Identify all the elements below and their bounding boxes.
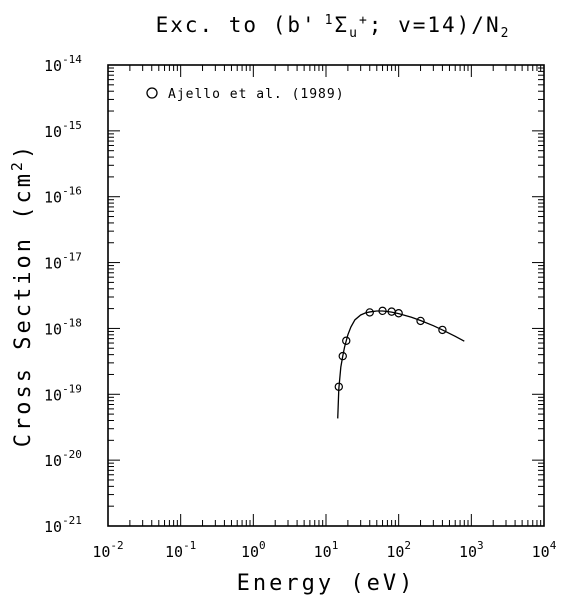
x-tick-label-base: 10 xyxy=(241,543,259,561)
y-tick-label-base: 10 xyxy=(44,189,62,207)
x-tick-label-exponent: 1 xyxy=(332,539,339,552)
x-tick-label-base: 10 xyxy=(386,543,404,561)
y-tick-label-exponent: -21 xyxy=(62,514,82,527)
y-tick-label: 10-17 xyxy=(44,251,82,273)
legend-label: Ajello et al. (1989) xyxy=(168,87,345,102)
x-tick-label-exponent: -1 xyxy=(183,539,196,552)
x-tick-label-base: 10 xyxy=(165,543,183,561)
x-tick-label-exponent: 4 xyxy=(550,539,557,552)
y-tick-label: 10-21 xyxy=(44,514,82,536)
x-tick-label: 104 xyxy=(532,539,557,561)
y-tick-label-base: 10 xyxy=(44,386,62,404)
x-tick-label-exponent: 3 xyxy=(477,539,484,552)
x-tick-label-base: 10 xyxy=(314,543,332,561)
x-tick-label-exponent: -2 xyxy=(110,539,123,552)
x-tick-label-base: 10 xyxy=(459,543,477,561)
y-tick-label-base: 10 xyxy=(44,255,62,273)
fit-curve xyxy=(337,310,465,419)
y-tick-label-base: 10 xyxy=(44,57,62,75)
data-point xyxy=(342,336,351,345)
y-tick-label-base: 10 xyxy=(44,452,62,470)
x-tick-label: 101 xyxy=(314,539,339,561)
y-tick-label-exponent: -14 xyxy=(62,53,82,66)
y-tick-label: 10-16 xyxy=(44,185,82,207)
y-tick-label-exponent: -15 xyxy=(62,119,82,132)
y-tick-label-exponent: -18 xyxy=(62,316,82,329)
x-tick-label: 102 xyxy=(386,539,411,561)
y-tick-label: 10-14 xyxy=(44,53,82,75)
plot-frame xyxy=(107,64,545,527)
y-tick-label: 10-20 xyxy=(44,448,82,470)
y-axis-label: Cross Section (cm2) xyxy=(8,143,36,447)
y-tick-label-base: 10 xyxy=(44,320,62,338)
y-tick-label: 10-15 xyxy=(44,119,82,141)
x-tick-label-exponent: 2 xyxy=(404,539,411,552)
x-tick-label-exponent: 0 xyxy=(259,539,266,552)
y-tick-label: 10-19 xyxy=(44,382,82,404)
x-tick-label: 100 xyxy=(241,539,266,561)
data-point xyxy=(438,325,447,335)
y-tick-label-exponent: -19 xyxy=(62,382,82,395)
y-tick-label-base: 10 xyxy=(44,123,62,141)
x-tick-label: 10-2 xyxy=(92,539,123,561)
x-tick-label: 103 xyxy=(459,539,484,561)
x-tick-label: 10-1 xyxy=(165,539,196,561)
y-tick-label: 10-18 xyxy=(44,316,82,338)
x-tick-label-base: 10 xyxy=(532,543,550,561)
x-tick-label-base: 10 xyxy=(92,543,110,561)
y-tick-label-exponent: -16 xyxy=(62,185,82,198)
y-tick-label-base: 10 xyxy=(44,518,62,536)
y-tick-label-exponent: -20 xyxy=(62,448,82,461)
data-point xyxy=(416,316,425,326)
chart-title: Exc. to (b' 1Σu+; v=14)/N2 xyxy=(156,13,511,41)
y-tick-label-exponent: -17 xyxy=(62,251,82,264)
plot-area: 10-2 10-1 100 101 102 103 10410-2110-2010-1910… xyxy=(44,53,557,561)
x-axis-label: Energy (eV) xyxy=(237,571,416,596)
legend-marker xyxy=(146,87,158,99)
